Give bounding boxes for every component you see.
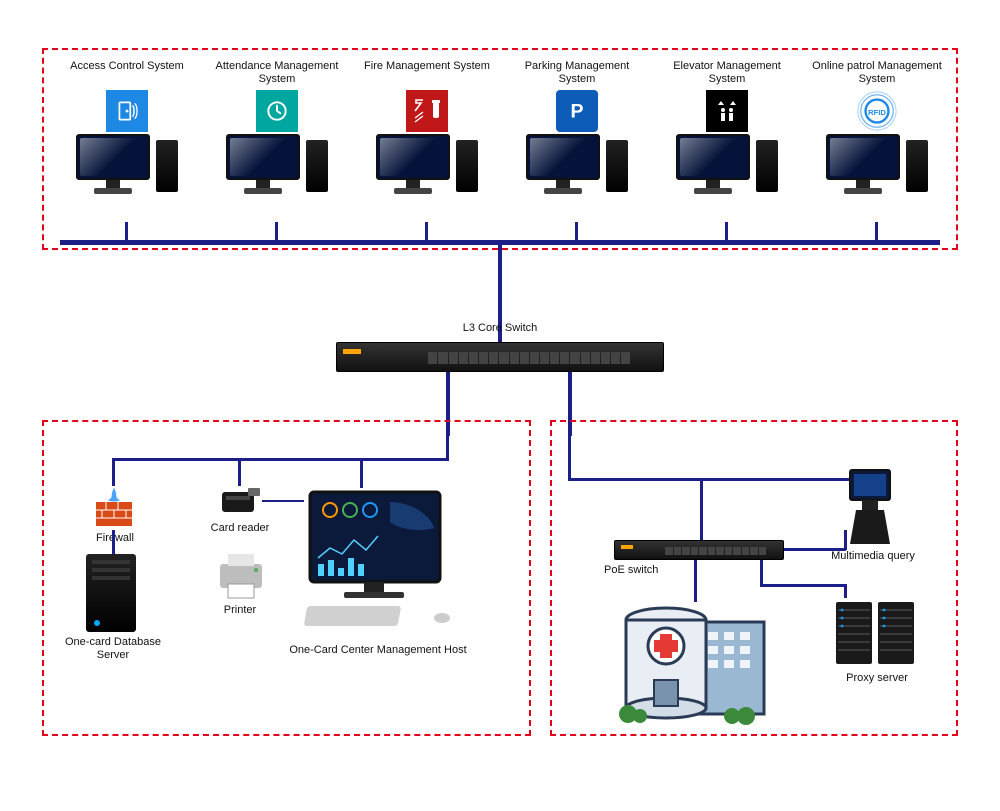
ws-label: Parking Management System: [512, 60, 642, 86]
bl-drop-firewall: [112, 458, 115, 486]
db-server-icon: [86, 554, 136, 632]
br-down-1: [568, 436, 571, 480]
ws-drop-5: [725, 222, 728, 240]
core-switch-label: L3 Core Switch: [440, 322, 560, 335]
poe-switch-icon: [614, 540, 784, 560]
br-drop-poe: [700, 478, 703, 540]
printer-label: Printer: [212, 604, 268, 617]
proxy-server-label: Proxy server: [832, 672, 922, 685]
fire-icon: [406, 90, 448, 132]
ws-label: Attendance Management System: [212, 60, 342, 86]
hospital-icon: [614, 596, 774, 726]
ws-patrol: Online patrol Management System RFID: [812, 60, 942, 194]
mgmt-host-label: One-Card Center Management Host: [278, 644, 478, 657]
ws-label: Elevator Management System: [662, 60, 792, 86]
parking-icon: P: [556, 90, 598, 132]
pc-icon: [222, 134, 332, 194]
ws-drop-6: [875, 222, 878, 240]
pc-icon: [522, 134, 632, 194]
poe-switch-label: PoE switch: [604, 564, 684, 577]
ws-access-control: Access Control System: [62, 60, 192, 194]
br-to-proxy: [760, 584, 846, 587]
core-switch-icon: [336, 342, 664, 372]
ws-attendance: Attendance Management System: [212, 60, 342, 194]
kiosk-icon: [842, 468, 898, 548]
patrol-icon: RFID: [856, 90, 898, 132]
pc-icon: [372, 134, 482, 194]
bl-bus: [112, 458, 449, 461]
kiosk-label: Multimedia query: [818, 550, 928, 563]
br-poe-down1: [760, 560, 763, 586]
ws-drop-4: [575, 222, 578, 240]
pc-icon: [672, 134, 782, 194]
ws-drop-3: [425, 222, 428, 240]
proxy-server-icon: [834, 596, 920, 670]
ws-label: Fire Management System: [362, 60, 492, 86]
db-server-label: One-card Database Server: [48, 636, 178, 662]
ws-drop-1: [125, 222, 128, 240]
svg-text:RFID: RFID: [868, 108, 886, 117]
elevator-icon: [706, 90, 748, 132]
ws-parking: Parking Management System P: [512, 60, 642, 194]
bl-down: [446, 436, 449, 460]
card-reader-label: Card reader: [202, 522, 278, 535]
pc-icon: [72, 134, 182, 194]
ws-drop-2: [275, 222, 278, 240]
bl-drop-host: [360, 458, 363, 488]
firewall-label: Firewall: [80, 532, 150, 545]
br-bus-1: [568, 478, 864, 481]
firewall-icon: [92, 486, 136, 530]
access-icon: [106, 90, 148, 132]
bl-sub-bus: [262, 500, 304, 502]
ws-fire: Fire Management System: [362, 60, 492, 194]
svg-text:P: P: [570, 101, 583, 123]
card-reader-icon: [218, 486, 262, 520]
bl-firewall-to-db: [112, 530, 115, 554]
bl-drop-cardreader: [238, 458, 241, 486]
ws-label: Access Control System: [62, 60, 192, 86]
pc-icon: [822, 134, 932, 194]
ws-label: Online patrol Management System: [812, 60, 942, 86]
attendance-icon: [256, 90, 298, 132]
printer-icon: [214, 548, 268, 602]
ws-elevator: Elevator Management System: [662, 60, 792, 194]
mgmt-host-icon: [300, 488, 460, 638]
